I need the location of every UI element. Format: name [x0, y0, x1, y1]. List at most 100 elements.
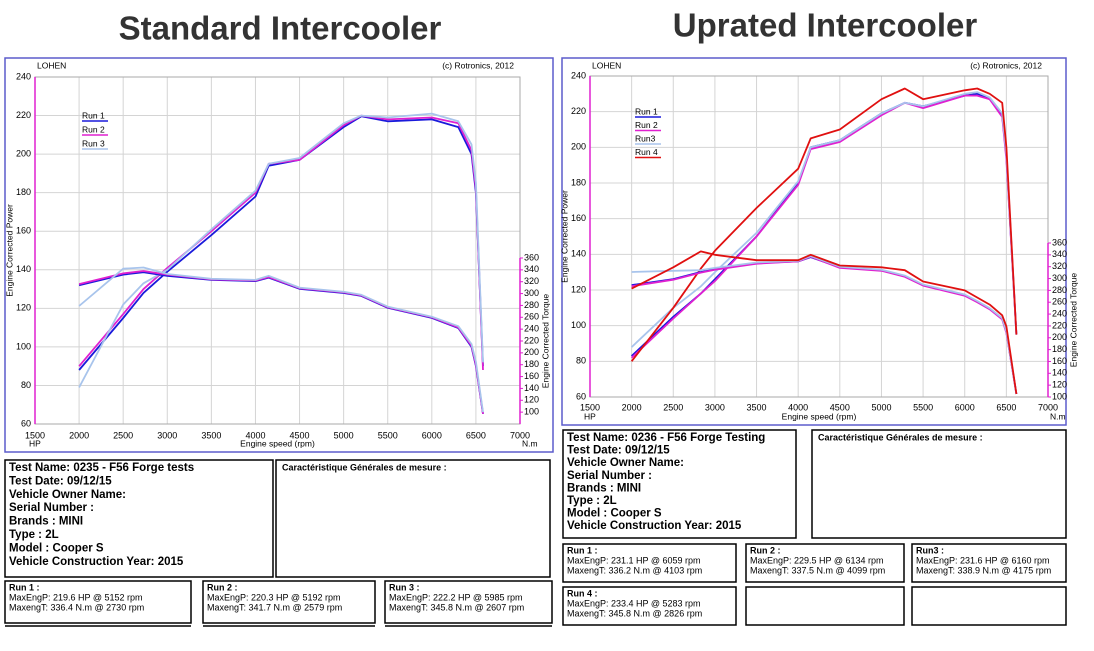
y-tick-label: 60 — [21, 418, 31, 428]
test-line: Vehicle Construction Year: 2015 — [567, 520, 742, 532]
header-right: (c) Rotronics, 2012 — [442, 60, 514, 70]
run-line: MaxengT: 337.5 N.m @ 4099 rpm — [750, 565, 885, 575]
y2-tick-label: 260 — [524, 312, 539, 322]
y-unit: HP — [29, 438, 41, 448]
y-tick-label: 60 — [576, 391, 586, 401]
x-tick-label: 1500 — [25, 430, 45, 440]
y-tick-label: 200 — [16, 148, 31, 158]
x-tick-label: 2000 — [69, 430, 89, 440]
run-title: Run3 : — [916, 545, 944, 555]
y2-tick-label: 200 — [1052, 332, 1067, 342]
run-line: MaxengT: 345.8 N.m @ 2826 rpm — [567, 608, 702, 618]
test-line: Type : 2L — [567, 495, 617, 507]
header-left: LOHEN — [37, 60, 66, 70]
x-tick-label: 3000 — [157, 430, 177, 440]
y2-tick-label: 340 — [1052, 249, 1067, 259]
y-tick-label: 200 — [571, 142, 586, 152]
header-right: (c) Rotronics, 2012 — [970, 60, 1042, 70]
y2-tick-label: 120 — [524, 395, 539, 405]
test-box — [4, 459, 274, 578]
y-tick-label: 100 — [571, 320, 586, 330]
x-axis-label: Engine speed (rpm) — [782, 411, 857, 421]
y2-axis-label: Engine Corrected Torque — [540, 294, 550, 389]
x-tick-label: 4000 — [788, 402, 808, 412]
y2-tick-label: 360 — [1052, 237, 1067, 247]
x-tick-label: 2000 — [622, 402, 642, 412]
y2-tick-label: 140 — [1052, 368, 1067, 378]
run-title: Run 2 : — [207, 582, 238, 592]
measure-box — [275, 459, 551, 578]
y2-unit: N.m — [522, 438, 538, 448]
y2-tick-label: 320 — [524, 276, 539, 286]
measure-title: Caractéristique Générales de mesure : — [818, 432, 983, 442]
x-tick-label: 3500 — [747, 402, 767, 412]
run-line: MaxEngP: 220.3 HP @ 5192 rpm — [207, 592, 341, 602]
y2-tick-label: 340 — [524, 264, 539, 274]
y-axis-label: Engine Corrected Power — [4, 204, 14, 297]
y-unit: HP — [584, 411, 596, 421]
run-box — [562, 586, 737, 626]
x-tick-label: 6500 — [466, 430, 486, 440]
y-tick-label: 80 — [576, 356, 586, 366]
y2-tick-label: 100 — [1052, 391, 1067, 401]
y2-tick-label: 280 — [524, 300, 539, 310]
run-line: MaxEngP: 233.4 HP @ 5283 rpm — [567, 598, 701, 608]
series-line — [631, 250, 1018, 395]
y-tick-label: 160 — [16, 226, 31, 236]
run-box — [745, 543, 905, 583]
run-box — [911, 543, 1067, 583]
legend-label: Run 1 — [635, 106, 658, 116]
run-line: MaxEngP: 231.1 HP @ 6059 rpm — [567, 555, 701, 565]
measure-box — [811, 429, 1067, 539]
test-line: Model : Cooper S — [9, 542, 104, 554]
test-line: Brands : MINI — [567, 482, 641, 494]
x-tick-label: 6000 — [422, 430, 442, 440]
plot-border — [589, 75, 1049, 398]
legend-label: Run 4 — [635, 147, 658, 157]
chart-heading: Uprated Intercooler — [673, 7, 978, 44]
run-box — [562, 543, 737, 583]
y-tick-label: 140 — [16, 264, 31, 274]
legend-label: Run 2 — [635, 120, 658, 130]
series-line — [630, 94, 1018, 359]
run-line: MaxengT: 336.4 N.m @ 2730 rpm — [9, 602, 144, 612]
y-tick-label: 160 — [571, 213, 586, 223]
header-left: LOHEN — [592, 60, 621, 70]
empty-box — [911, 586, 1067, 626]
x-tick-label: 2500 — [663, 402, 683, 412]
run-line: MaxEngP: 229.5 HP @ 6134 rpm — [750, 555, 884, 565]
x-tick-label: 5500 — [378, 430, 398, 440]
run-title: Run 1 : — [567, 545, 598, 555]
y-axis-label: Engine Corrected Power — [559, 190, 569, 283]
run-box — [202, 580, 376, 624]
y-tick-label: 180 — [571, 177, 586, 187]
x-tick-label: 1500 — [580, 402, 600, 412]
test-line: Serial Number : — [567, 470, 652, 482]
x-tick-label: 3000 — [705, 402, 725, 412]
y-tick-label: 180 — [16, 187, 31, 197]
series-line — [630, 91, 1018, 348]
run-box — [4, 580, 192, 624]
run-line: MaxengT: 336.2 N.m @ 4103 rpm — [567, 565, 702, 575]
y2-tick-label: 360 — [524, 252, 539, 262]
x-tick-label: 7000 — [510, 430, 530, 440]
y2-tick-label: 120 — [1052, 380, 1067, 390]
test-line: Brands : MINI — [9, 516, 83, 528]
run-line: MaxengT: 338.9 N.m @ 4175 rpm — [916, 565, 1051, 575]
y2-tick-label: 300 — [1052, 273, 1067, 283]
chart-heading: Standard Intercooler — [119, 10, 442, 47]
y2-tick-label: 320 — [1052, 261, 1067, 271]
y2-tick-label: 240 — [1052, 308, 1067, 318]
y2-tick-label: 300 — [524, 288, 539, 298]
test-box — [562, 429, 797, 539]
x-tick-label: 5000 — [871, 402, 891, 412]
y2-tick-label: 160 — [524, 371, 539, 381]
run-line: MaxengT: 345.8 N.m @ 2607 rpm — [389, 602, 524, 612]
chart-frame — [4, 57, 554, 453]
y2-tick-label: 200 — [524, 347, 539, 357]
series-line — [78, 114, 484, 371]
y2-tick-label: 240 — [524, 324, 539, 334]
x-tick-label: 6500 — [996, 402, 1016, 412]
test-line: Serial Number : — [9, 502, 94, 514]
